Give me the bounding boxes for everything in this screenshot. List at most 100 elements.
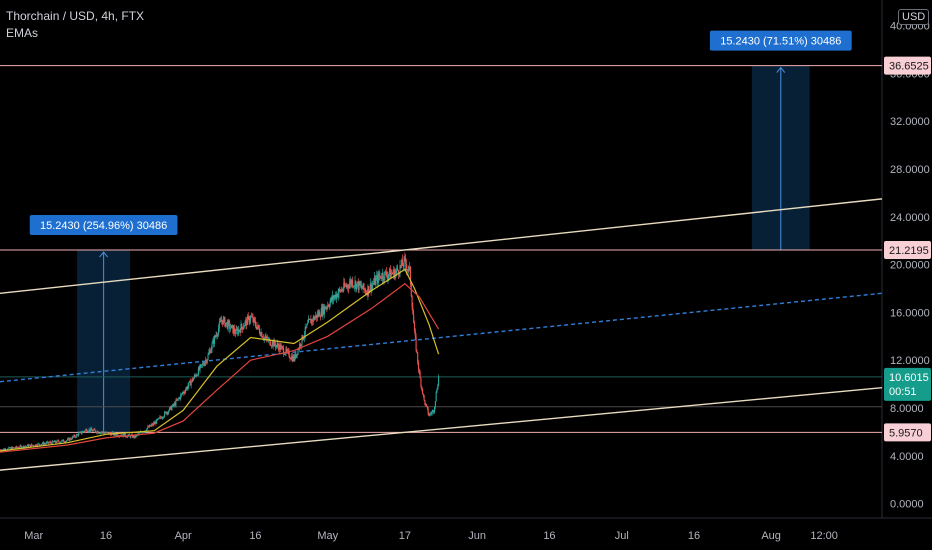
candle-body xyxy=(430,413,432,415)
candle-body xyxy=(242,327,244,330)
candle-body xyxy=(438,376,440,386)
candle-body xyxy=(21,446,23,449)
candle-body xyxy=(311,319,314,322)
candle-body xyxy=(61,440,63,442)
candle-body xyxy=(123,433,126,437)
candle-body xyxy=(124,433,126,437)
candle-body xyxy=(352,280,354,287)
candle-body xyxy=(343,282,345,290)
indicator-label[interactable]: EMAs xyxy=(6,26,39,40)
candle-body xyxy=(313,316,315,320)
y-tick-label: 40.0000 xyxy=(890,21,930,33)
candle-body xyxy=(189,380,191,383)
candle-body xyxy=(260,332,262,336)
candle-body xyxy=(382,273,384,279)
candle-body xyxy=(409,266,411,268)
level-tag-label-1: 36.6525 xyxy=(889,61,929,73)
candle-body xyxy=(286,348,288,352)
candle-body xyxy=(327,305,329,308)
candle-body xyxy=(157,418,159,420)
candle-body xyxy=(368,286,370,294)
candle-body xyxy=(250,315,252,321)
candle-body xyxy=(51,440,53,444)
candle-body xyxy=(65,440,67,443)
candle-body xyxy=(187,386,189,389)
candle-body xyxy=(174,403,176,406)
candle-body xyxy=(315,315,317,318)
candle-body xyxy=(54,440,56,443)
candle-body xyxy=(306,324,308,328)
currency-button[interactable]: USD xyxy=(898,9,930,25)
candle-body xyxy=(50,442,52,444)
candle-body xyxy=(350,280,352,285)
candle-body xyxy=(217,334,219,336)
candle-body xyxy=(184,392,186,394)
candle-body xyxy=(381,273,383,279)
candle-body xyxy=(381,277,383,279)
candle-body xyxy=(93,429,95,431)
candle-body xyxy=(421,386,423,389)
candle-body xyxy=(27,444,29,447)
candle-body xyxy=(321,308,323,316)
candle-body xyxy=(5,448,7,451)
candle-body xyxy=(166,412,168,415)
candle-body xyxy=(342,289,344,291)
candle-body xyxy=(280,346,282,350)
candle-body xyxy=(272,341,274,347)
candle-body xyxy=(427,408,429,414)
candle-body xyxy=(284,353,286,355)
candle-body xyxy=(307,322,309,325)
candle-body xyxy=(46,441,48,443)
candle-body xyxy=(209,350,212,353)
candle-body xyxy=(25,446,28,447)
candle-body xyxy=(19,445,21,448)
candle-body xyxy=(411,296,413,308)
candle-body xyxy=(297,348,299,355)
candle-body xyxy=(70,439,73,440)
candle-body xyxy=(109,432,111,434)
candle-body xyxy=(99,433,101,434)
candle-body xyxy=(86,429,88,432)
candle-body xyxy=(227,321,229,329)
y-tick-label: 32.0000 xyxy=(890,116,930,128)
candle-body xyxy=(189,380,191,386)
candle-body xyxy=(373,277,375,284)
candle-body xyxy=(256,326,258,329)
candle-body xyxy=(430,413,432,415)
channel-line-upper xyxy=(0,198,883,294)
candle-body xyxy=(158,417,160,419)
candle-body xyxy=(406,269,408,271)
candle-body xyxy=(95,432,97,433)
candle-body xyxy=(309,319,311,320)
candle-body xyxy=(356,281,359,284)
candle-body xyxy=(385,271,387,273)
candle-body xyxy=(413,314,415,324)
candle-body xyxy=(50,442,52,443)
candle-body xyxy=(344,285,346,287)
candle-body xyxy=(133,435,135,438)
candle-body xyxy=(370,283,372,291)
ema-slow-line xyxy=(0,282,440,453)
candle-body xyxy=(10,447,12,450)
countdown-label: 00:51 xyxy=(889,386,917,398)
candle-body xyxy=(201,364,203,366)
candle-body xyxy=(305,326,307,328)
candle-body xyxy=(226,322,228,329)
candle-body xyxy=(173,403,175,406)
symbol-title[interactable]: Thorchain / USD, 4h, FTX xyxy=(6,9,145,23)
candle-body xyxy=(429,413,431,416)
candle-body xyxy=(90,428,92,432)
candle-body xyxy=(423,394,425,401)
candle-body xyxy=(295,353,297,358)
candle-body xyxy=(348,287,350,289)
candle-body xyxy=(435,392,437,402)
candle-body xyxy=(240,323,242,333)
candle-body xyxy=(156,419,158,421)
y-tick-label: 16.0000 xyxy=(890,307,930,319)
candle-body xyxy=(169,406,171,408)
candle-body xyxy=(293,356,295,361)
candle-body xyxy=(148,426,150,428)
candle-body xyxy=(244,321,246,326)
candle-body xyxy=(115,434,118,436)
